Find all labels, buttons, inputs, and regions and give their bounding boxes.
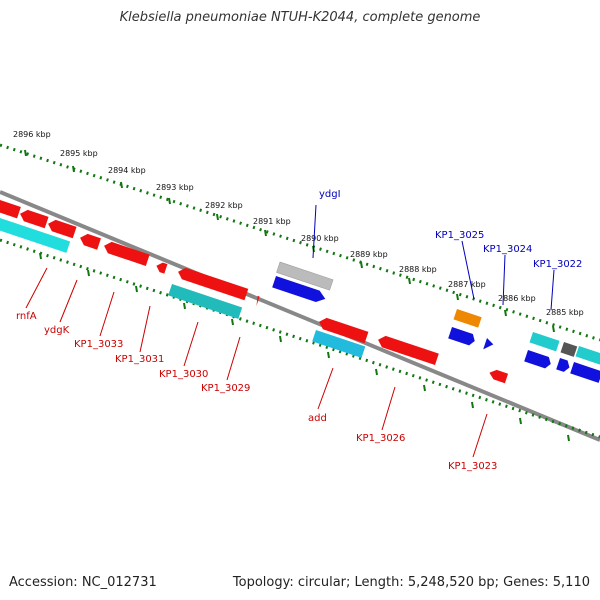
- gene-red-3: [48, 219, 77, 239]
- outer-scale-line: [0, 143, 600, 342]
- genome-summary-text: Topology: circular; Length: 5,248,520 bp…: [232, 575, 590, 590]
- scale-label: 2889 kbp: [350, 250, 388, 259]
- label-leaders: [25, 204, 555, 458]
- gene-blue-6: [570, 362, 600, 383]
- gene-red-2: [20, 209, 49, 229]
- scale-label: 2890 kbp: [301, 234, 339, 243]
- gene-dark: [560, 342, 578, 357]
- reverse-genes: [0, 200, 509, 384]
- gene-blue-4: [524, 350, 551, 369]
- gene-label: ydgI: [319, 189, 341, 200]
- gene-red-10: [378, 335, 439, 366]
- map-title: Klebsiella pneumoniae NTUH-K2044, comple…: [119, 10, 481, 25]
- gene-red-6: [156, 262, 168, 274]
- scale-label: 2886 kbp: [498, 294, 536, 303]
- reverse-gene-labels: rnfA ydgK KP1_3033 KP1_3031 KP1_3030 KP1…: [16, 311, 497, 472]
- scale-label: 2892 kbp: [205, 201, 243, 210]
- scale-label: 2895 kbp: [60, 149, 98, 158]
- gene-label: rnfA: [16, 311, 37, 322]
- scale-label: 2888 kbp: [399, 265, 437, 274]
- forward-genes: [272, 261, 600, 383]
- inner-scale-line: [0, 238, 600, 439]
- scale-label: 2891 kbp: [253, 217, 291, 226]
- gene-red-4: [80, 233, 101, 250]
- gene-red-5: [104, 241, 150, 266]
- gene-red-11: [489, 369, 509, 384]
- gene-cyan-1: [0, 218, 71, 253]
- gene-cyan-3: [312, 330, 366, 358]
- gene-ydgI-grey: [276, 261, 334, 291]
- scale-label: 2894 kbp: [108, 166, 146, 175]
- gene-orange: [453, 309, 482, 328]
- outer-major-ticks: [24, 149, 555, 333]
- genome-backbone: [0, 190, 600, 442]
- gene-blue-2: [448, 327, 475, 346]
- scale-labels: 2896 kbp 2895 kbp 2894 kbp 2893 kbp 2892…: [13, 130, 584, 317]
- gene-cyan-right: [529, 332, 560, 352]
- gene-label: KP1_3022: [533, 259, 582, 270]
- scale-label: 2896 kbp: [13, 130, 51, 139]
- forward-gene-labels: ydgI KP1_3025 KP1_3024 KP1_3022: [319, 189, 582, 270]
- accession-text: Accession: NC_012731: [9, 575, 157, 590]
- gene-label: ydgK: [44, 325, 70, 336]
- gene-blue-3: [483, 338, 494, 350]
- gene-label: KP1_3033: [74, 339, 123, 350]
- gene-red-8: [256, 295, 260, 307]
- gene-label: KP1_3025: [435, 230, 484, 241]
- gene-blue-1: [272, 276, 326, 302]
- gene-label: KP1_3024: [483, 244, 532, 255]
- scale-label: 2885 kbp: [546, 308, 584, 317]
- scale-label: 2893 kbp: [156, 183, 194, 192]
- gene-blue-5: [556, 358, 570, 372]
- gene-label: KP1_3026: [356, 433, 405, 444]
- gene-cyan-2: [168, 284, 243, 319]
- gene-label: KP1_3023: [448, 461, 497, 472]
- inner-major-ticks: [39, 252, 570, 442]
- gene-red-7: [178, 267, 249, 301]
- gene-label: KP1_3030: [159, 369, 208, 380]
- gene-red-9: [319, 317, 369, 344]
- gene-red-1: [0, 200, 21, 219]
- gene-label: add: [308, 413, 327, 424]
- scale-label: 2887 kbp: [448, 280, 486, 289]
- gene-cyan-edge: [575, 346, 600, 366]
- gene-label: KP1_3029: [201, 383, 250, 394]
- gene-label: KP1_3031: [115, 354, 164, 365]
